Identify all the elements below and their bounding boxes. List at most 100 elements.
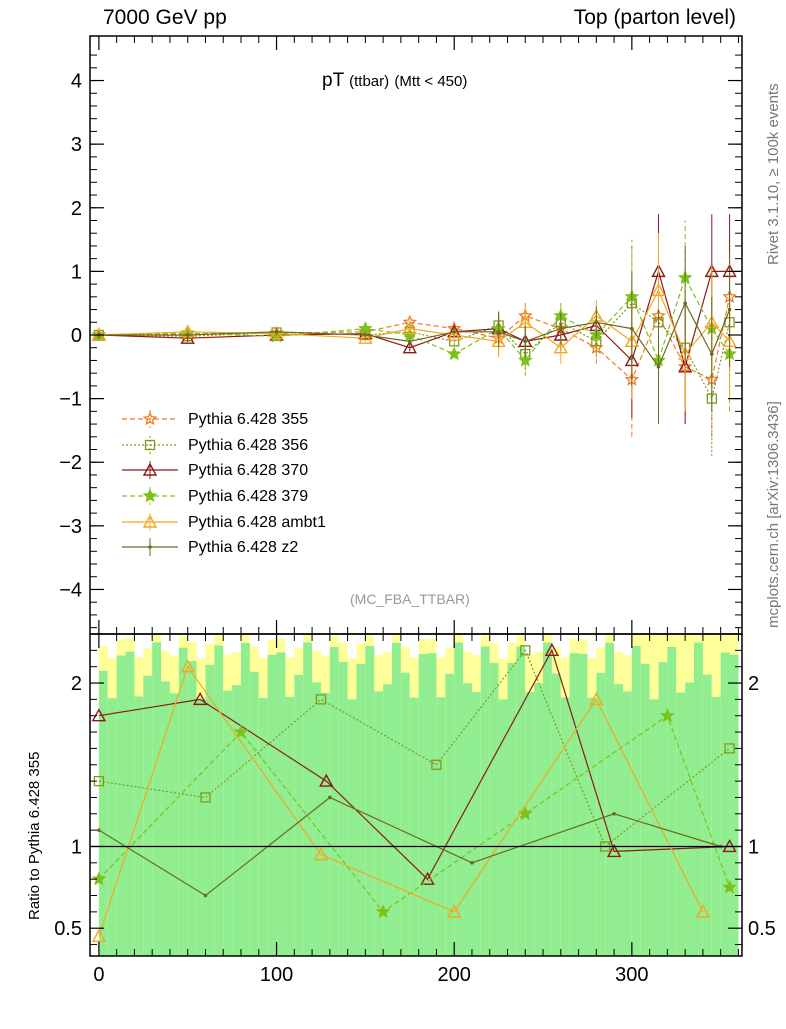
uncertainty-band-inner [303, 642, 313, 956]
plot-title: pT (ttbar) (Mtt < 450) [322, 70, 467, 92]
process-label: Top (parton level) [573, 6, 736, 29]
uncertainty-band-inner [543, 642, 552, 956]
uncertainty-band-inner [400, 672, 410, 956]
uncertainty-band-inner [614, 684, 623, 956]
data-point [200, 792, 211, 803]
ratio-series-line [98, 665, 704, 937]
uncertainty-band-inner [134, 696, 144, 956]
uncertainty-band-inner [258, 697, 268, 956]
data-point [233, 724, 249, 739]
ratio-y-axis-label: Ratio to Pythia 6.428 355 [26, 751, 43, 920]
legend-label: Pythia 6.428 356 [188, 436, 309, 454]
data-point [523, 339, 528, 344]
legend-label: Pythia 6.428 ambt1 [188, 513, 326, 531]
data-point [142, 411, 158, 426]
legend-label: Pythia 6.428 355 [188, 411, 309, 428]
data-point [724, 743, 735, 754]
uncertainty-band-inner [658, 662, 668, 956]
legend-marker [122, 435, 178, 454]
data-point [402, 340, 417, 354]
data-point [91, 928, 107, 943]
uncertainty-band-inner [667, 647, 677, 956]
uncertainty-band-inner [267, 654, 277, 956]
y-tick-label: −4 [59, 579, 82, 601]
data-point [363, 333, 368, 337]
uncertainty-band-inner [516, 646, 526, 956]
uncertainty-band-inner [347, 699, 357, 956]
uncertainty-band-inner [631, 646, 641, 956]
uncertainty-band-inner [152, 642, 162, 956]
data-point [142, 462, 158, 477]
uncertainty-band-inner [161, 681, 170, 956]
legend-marker [122, 487, 178, 506]
data-point [358, 330, 373, 344]
uncertainty-band-inner [622, 691, 632, 956]
uncertainty-band-inner [454, 642, 464, 956]
data-point [544, 642, 560, 657]
uncertainty-band-inner [392, 642, 401, 956]
data-point [319, 773, 334, 787]
ratio-series-line [98, 796, 721, 897]
data-point [269, 326, 284, 340]
uncertainty-band-inner [249, 671, 259, 956]
data-point [630, 326, 634, 331]
data-point [144, 439, 156, 450]
data-point [709, 352, 714, 356]
data-point [695, 904, 711, 918]
uncertainty-band-inner [383, 684, 393, 956]
analysis-label: (MC_FBA_TTBAR) [350, 591, 470, 607]
x-tick-label: 0 [93, 964, 104, 986]
uncertainty-band-inner [702, 674, 712, 956]
uncertainty-band-inner [338, 661, 348, 956]
uncertainty-band-inner [640, 663, 650, 956]
uncertainty-band-inner [480, 646, 490, 956]
uncertainty-band-inner [125, 651, 135, 956]
uncertainty-band-inner [143, 675, 153, 956]
data-point [180, 659, 195, 673]
legend-label: Pythia 6.428 370 [188, 462, 309, 480]
y-tick-label: 3 [71, 134, 82, 156]
data-point [496, 330, 501, 334]
uncertainty-band-inner [312, 682, 321, 956]
y-tick-label: 1 [71, 261, 82, 283]
legend-marker [122, 410, 178, 428]
plot-title-sub: (ttbar) [349, 73, 390, 90]
legend-marker [122, 461, 178, 480]
data-point [520, 645, 531, 656]
data-point [722, 879, 737, 894]
uncertainty-band-inner [241, 643, 250, 956]
data-point [517, 352, 533, 367]
y-tick-label: −3 [59, 516, 82, 538]
energy-label: 7000 GeV pp [103, 6, 227, 29]
data-point [656, 365, 661, 369]
uncertainty-band-inner [232, 685, 242, 956]
ratio-series-line [98, 714, 731, 913]
uncertainty-band-inner [720, 652, 730, 956]
data-point [315, 694, 327, 705]
data-point [203, 893, 208, 898]
uncertainty-band-inner [169, 693, 179, 956]
uncertainty-band-inner [551, 673, 561, 956]
uncertainty-band-inner [329, 647, 339, 956]
uncertainty-band-inner [694, 642, 703, 956]
data-point [313, 847, 329, 861]
y-tick-label: −1 [59, 389, 82, 411]
data-point [97, 828, 101, 832]
uncertainty-band-inner [471, 692, 481, 956]
ratio-plot-frame [89, 633, 743, 957]
plot-title-cut: (Mtt < 450) [394, 73, 468, 90]
data-point [589, 691, 604, 706]
uncertainty-band-inner [427, 653, 437, 956]
uncertainty-band-inner [214, 645, 224, 956]
mcplots-label: mcplots.cern.ch [arXiv:1306.3436] [765, 401, 782, 628]
uncertainty-band-inner [560, 697, 570, 956]
uncertainty-band-inner [569, 653, 579, 956]
y-tick-label: 4 [71, 71, 82, 93]
data-point [606, 843, 622, 858]
uncertainty-band-inner [223, 690, 233, 956]
uncertainty-band-inner [587, 697, 597, 956]
uncertainty-band-inner [320, 692, 330, 956]
uncertainty-band-inner [356, 663, 366, 956]
